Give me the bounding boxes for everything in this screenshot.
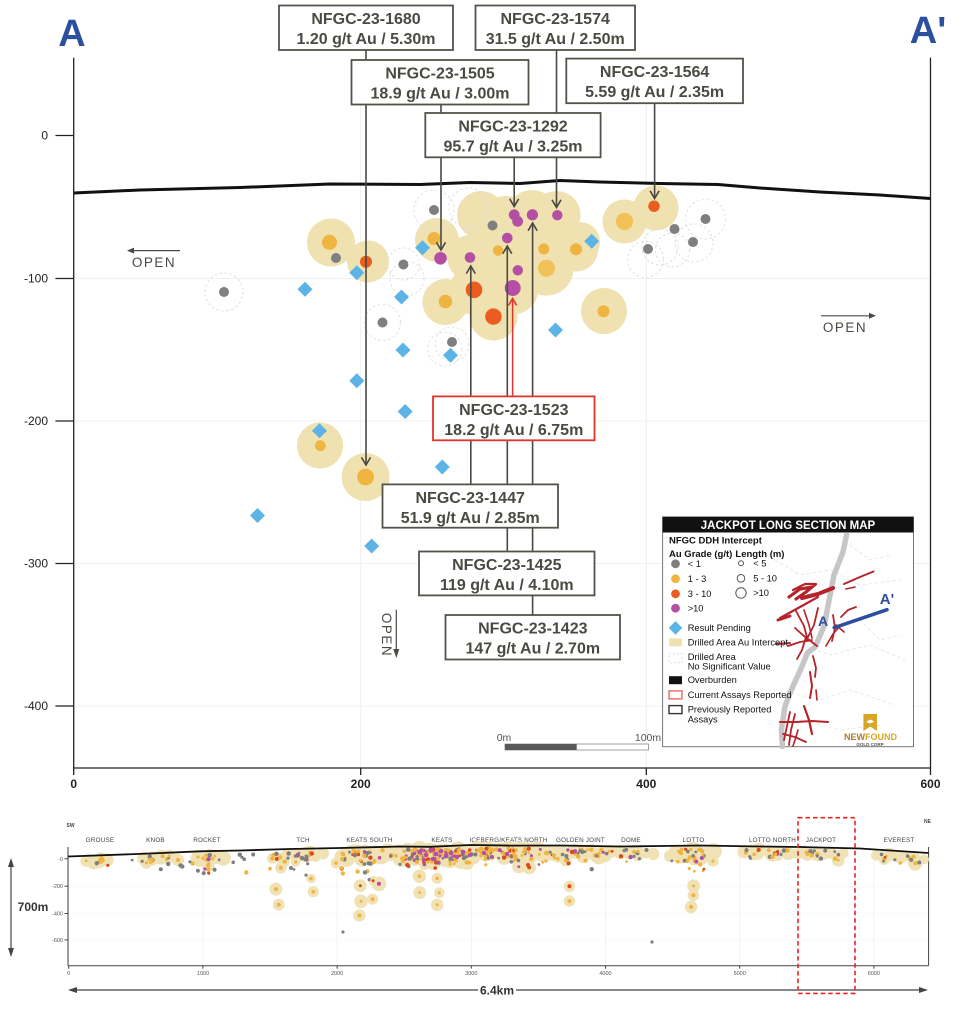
svg-text:1 - 3: 1 - 3 [688, 574, 707, 584]
svg-text:EVEREST: EVEREST [884, 837, 915, 844]
svg-text:DOME: DOME [621, 837, 641, 844]
svg-text:Length (m): Length (m) [735, 549, 784, 560]
svg-text:NE: NE [924, 819, 932, 825]
svg-text:95.7 g/t Au / 3.25m: 95.7 g/t Au / 3.25m [443, 139, 582, 156]
svg-text:KNOB: KNOB [146, 837, 165, 844]
svg-text:OPEN: OPEN [132, 255, 176, 270]
svg-text:Result Pending: Result Pending [688, 623, 751, 633]
svg-text:OPEN: OPEN [379, 613, 394, 657]
svg-text:51.9 g/t Au / 2.85m: 51.9 g/t Au / 2.85m [401, 510, 540, 527]
svg-text:NFGC-23-1423: NFGC-23-1423 [478, 621, 587, 638]
svg-text:-0: -0 [58, 857, 63, 863]
svg-text:Current Assays Reported: Current Assays Reported [688, 690, 792, 700]
svg-text:NFGC DDH Intercept: NFGC DDH Intercept [669, 536, 763, 547]
svg-text:TCH: TCH [296, 837, 310, 844]
svg-text:3000: 3000 [465, 971, 477, 977]
svg-text:OPEN: OPEN [823, 320, 867, 335]
svg-text:1000: 1000 [197, 971, 209, 977]
svg-text:31.5 g/t Au / 2.50m: 31.5 g/t Au / 2.50m [486, 31, 625, 48]
svg-text:5 - 10: 5 - 10 [753, 574, 777, 584]
svg-text:GROUSE: GROUSE [86, 837, 115, 844]
svg-text:0: 0 [67, 971, 70, 977]
svg-text:18.2 g/t Au / 6.75m: 18.2 g/t Au / 6.75m [444, 422, 583, 439]
svg-text:A': A' [880, 591, 894, 608]
svg-text:1.20 g/t Au / 5.30m: 1.20 g/t Au / 5.30m [296, 31, 435, 48]
svg-text:NEWFOUND: NEWFOUND [844, 732, 897, 742]
svg-text:Previously Reported: Previously Reported [688, 705, 772, 715]
svg-text:Au Grade (g/t): Au Grade (g/t) [669, 549, 732, 560]
svg-text:LOTTO: LOTTO [683, 837, 705, 844]
svg-text:NFGC-23-1425: NFGC-23-1425 [452, 557, 561, 574]
svg-text:< 5: < 5 [753, 559, 766, 569]
svg-text:Assays: Assays [688, 714, 718, 724]
svg-text:200: 200 [351, 777, 371, 791]
svg-text:100m: 100m [635, 732, 662, 744]
svg-text:A: A [58, 13, 85, 55]
svg-text:NFGC-23-1574: NFGC-23-1574 [501, 11, 610, 28]
svg-text:-200: -200 [52, 884, 63, 890]
svg-text:GOLD CORP: GOLD CORP [856, 742, 883, 747]
svg-text:GOLDEN JOINT: GOLDEN JOINT [556, 837, 605, 844]
svg-text:0: 0 [70, 777, 77, 791]
svg-text:4000: 4000 [599, 971, 611, 977]
svg-text:JACKPOT: JACKPOT [806, 837, 836, 844]
svg-text:-100: -100 [24, 272, 48, 286]
svg-text:NFGC-23-1447: NFGC-23-1447 [416, 490, 525, 507]
svg-text:-200: -200 [24, 414, 48, 428]
svg-text:No Significant Value: No Significant Value [688, 662, 771, 672]
svg-text:0m: 0m [497, 732, 512, 744]
svg-text:5000: 5000 [734, 971, 746, 977]
svg-text:-400: -400 [24, 699, 48, 713]
svg-text:-600: -600 [52, 938, 63, 944]
svg-text:6.4km: 6.4km [480, 984, 514, 998]
svg-text:ICEBERG/KEATS NORTH: ICEBERG/KEATS NORTH [469, 837, 547, 844]
svg-text:6000: 6000 [868, 971, 880, 977]
svg-text:A': A' [910, 10, 946, 52]
svg-text:KEATS SOUTH: KEATS SOUTH [346, 837, 392, 844]
svg-text:-400: -400 [52, 912, 63, 918]
svg-text:NFGC-23-1292: NFGC-23-1292 [458, 119, 567, 136]
svg-text:2000: 2000 [331, 971, 343, 977]
svg-text:400: 400 [636, 777, 656, 791]
svg-text:Drilled Area: Drilled Area [688, 652, 737, 662]
svg-text:NFGC-23-1564: NFGC-23-1564 [600, 64, 709, 81]
svg-text:NFGC-23-1523: NFGC-23-1523 [459, 402, 568, 419]
svg-text:18.9 g/t Au / 3.00m: 18.9 g/t Au / 3.00m [370, 86, 509, 103]
svg-text:LOTTO NORTH: LOTTO NORTH [749, 837, 796, 844]
svg-text:A: A [818, 613, 828, 629]
svg-text:Overburden: Overburden [688, 675, 737, 685]
svg-text:Drilled Area Au Intercept: Drilled Area Au Intercept [688, 638, 789, 648]
svg-text:3 - 10: 3 - 10 [688, 589, 712, 599]
svg-text:ROCKET: ROCKET [193, 837, 220, 844]
svg-text:NFGC-23-1680: NFGC-23-1680 [311, 11, 420, 28]
svg-text:147 g/t Au / 2.70m: 147 g/t Au / 2.70m [466, 641, 601, 658]
svg-text:700m: 700m [18, 900, 49, 914]
svg-text:SW: SW [67, 823, 75, 829]
svg-text:0: 0 [41, 129, 48, 143]
svg-text:>10: >10 [753, 588, 769, 598]
svg-text:NFGC-23-1505: NFGC-23-1505 [385, 66, 494, 83]
svg-text:5.59 g/t Au / 2.35m: 5.59 g/t Au / 2.35m [585, 84, 724, 101]
svg-text:< 1: < 1 [688, 559, 701, 569]
svg-text:119 g/t Au / 4.10m: 119 g/t Au / 4.10m [440, 577, 574, 594]
svg-text:600: 600 [920, 777, 940, 791]
svg-text:-300: -300 [24, 557, 48, 571]
svg-text:KEATS: KEATS [431, 837, 452, 844]
svg-text:JACKPOT LONG SECTION MAP: JACKPOT LONG SECTION MAP [701, 520, 876, 532]
svg-text:>10: >10 [688, 603, 704, 613]
